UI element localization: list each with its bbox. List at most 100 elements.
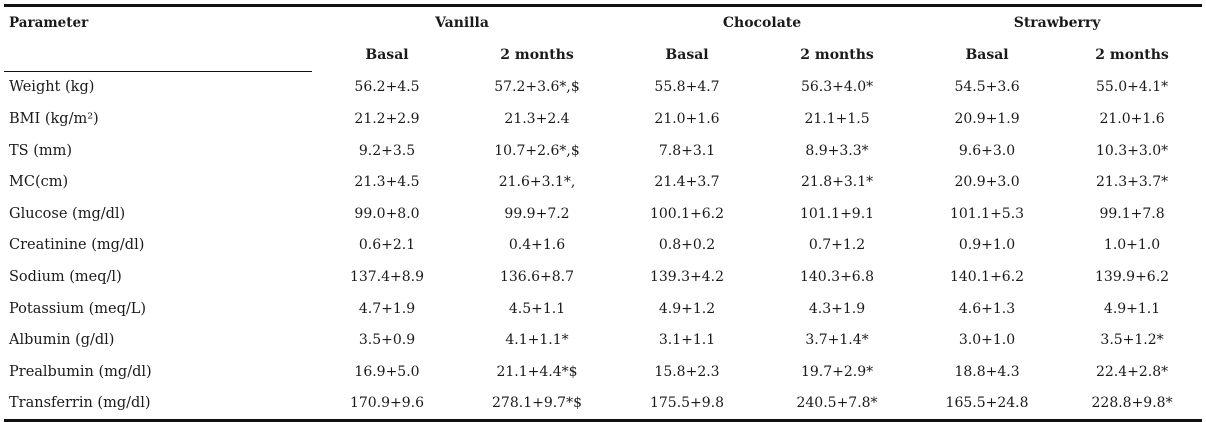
table-cell: 18.8+4.3 (954, 363, 1020, 380)
subheader-2-months: 2 months (800, 47, 874, 64)
subheader-basal: Basal (965, 47, 1009, 64)
table-cell: 54.5+3.6 (954, 79, 1020, 96)
table-cell: 15.8+2.3 (654, 363, 720, 380)
table-cell: 99.9+7.2 (504, 205, 570, 222)
parameter-name: TS (mm) (9, 142, 73, 159)
parameter-name: Glucose (mg/dl) (9, 205, 126, 222)
table-cell: 21.3+2.4 (504, 110, 570, 127)
table-cell: 21.1+1.5 (804, 110, 870, 127)
table-cell: 9.2+3.5 (358, 142, 416, 159)
table-cell: 9.6+3.0 (958, 142, 1016, 159)
table-cell: 20.9+3.0 (954, 174, 1020, 191)
table-cell: 137.4+8.9 (349, 268, 425, 285)
table-cell: 21.4+3.7 (654, 174, 720, 191)
table-cell: 55.8+4.7 (654, 79, 720, 96)
results-table: Parameter Vanilla Chocolate Strawberry B… (4, 4, 1203, 422)
table-cell: 101.1+5.3 (949, 205, 1025, 222)
table-cell: 21.3+3.7* (1095, 174, 1169, 191)
table-cell: 175.5+9.8 (612, 387, 763, 422)
table-cell: 99.0+8.0 (354, 205, 420, 222)
table-cell: 0.7+1.2 (808, 237, 866, 254)
subheader-2-months: 2 months (1095, 47, 1169, 64)
table-row: Weight (kg) 56.2+4.5 57.2+3.6*,$ 55.8+4.7 56… (4, 71, 1202, 103)
table-row: Creatinine (mg/dl) 0.6+2.1 0.4+1.6 0.8+0.2 0… (4, 230, 1202, 262)
table-row: Transferrin (mg/dl) 170.9+9.6 278.1+9.7*$ 1… (4, 387, 1203, 422)
table-cell: 170.9+9.6 (312, 387, 462, 422)
table-cell: 100.1+6.2 (649, 205, 725, 222)
table-cell: 140.3+6.8 (799, 268, 875, 285)
parameter-name: Albumin (g/dl) (9, 332, 115, 349)
table-cell: 278.1+9.7*$ (462, 387, 613, 422)
table-cell: 56.3+4.0* (800, 79, 874, 96)
parameter-name: MC(cm) (9, 174, 69, 191)
table-cell: 57.2+3.6*,$ (494, 79, 580, 96)
table-cell: 16.9+5.0 (354, 363, 420, 380)
parameter-header: Parameter (4, 4, 312, 39)
subheader-row: Basal 2 months Basal 2 months Basal 2 mo… (4, 39, 1202, 72)
table-cell: 101.1+9.1 (799, 205, 875, 222)
table-cell: 139.3+4.2 (649, 268, 725, 285)
group-header-vanilla: Vanilla (312, 4, 613, 39)
table-cell: 228.8+9.8* (1062, 387, 1203, 422)
table-cell: 21.6+3.1*, (498, 174, 576, 191)
table-cell: 21.3+4.5 (354, 174, 420, 191)
table-row: Sodium (meq/l) 137.4+8.9 136.6+8.7 139.3+4.… (4, 261, 1202, 293)
table-cell: 136.6+8.7 (499, 268, 575, 285)
table-cell: 3.7+1.4* (805, 332, 869, 349)
table-row: TS (mm) 9.2+3.5 10.7+2.6*,$ 7.8+3.1 8.9+3.3*… (4, 135, 1202, 167)
table-cell: 3.0+1.0 (958, 332, 1016, 349)
table-cell: 1.0+1.0 (1103, 237, 1161, 254)
table-cell: 21.1+4.4*$ (496, 363, 578, 380)
table-cell: 99.1+7.8 (1099, 205, 1165, 222)
table-row: Glucose (mg/dl) 99.0+8.0 99.9+7.2 100.1+6.2… (4, 198, 1202, 230)
table-cell: 139.9+6.2 (1095, 268, 1170, 285)
table-cell: 165.5+24.8 (912, 387, 1063, 422)
table-cell: 140.1+6.2 (949, 268, 1025, 285)
table-row: MC(cm) 21.3+4.5 21.6+3.1*, 21.4+3.7 21.8+3.1… (4, 166, 1202, 198)
table-cell: 19.7+2.9* (800, 363, 874, 380)
table-cell: 4.9+1.2 (658, 300, 716, 317)
table-cell: 4.1+1.1* (505, 332, 569, 349)
subheader-2-months: 2 months (500, 47, 574, 64)
parameter-name: Transferrin (mg/dl) (4, 387, 312, 422)
table-cell: 0.8+0.2 (658, 237, 716, 254)
table-cell: 10.7+2.6*,$ (494, 142, 580, 159)
table-cell: 4.5+1.1 (508, 300, 566, 317)
group-header-row: Parameter Vanilla Chocolate Strawberry (4, 4, 1203, 39)
table-row: BMI (kg/m²) 21.2+2.9 21.3+2.4 21.0+1.6 21.1+… (4, 103, 1202, 135)
group-header-strawberry: Strawberry (912, 4, 1203, 39)
table-cell: 4.3+1.9 (808, 300, 866, 317)
table-cell: 21.0+1.6 (1099, 110, 1165, 127)
parameter-name: Weight (kg) (9, 79, 95, 96)
parameter-name: Prealbumin (mg/dl) (9, 363, 152, 380)
subheader-basal: Basal (365, 47, 409, 64)
table-cell: 3.5+0.9 (358, 332, 416, 349)
table-cell: 0.4+1.6 (508, 237, 566, 254)
table-cell: 20.9+1.9 (954, 110, 1020, 127)
table-cell: 3.5+1.2* (1100, 332, 1164, 349)
parameter-name: BMI (kg/m²) (9, 110, 99, 127)
table-cell: 0.6+2.1 (358, 237, 416, 254)
table-cell: 4.7+1.9 (358, 300, 416, 317)
table-cell: 10.3+3.0* (1095, 142, 1169, 159)
table-cell: 56.2+4.5 (354, 79, 420, 96)
table-cell: 7.8+3.1 (658, 142, 716, 159)
table-cell: 240.5+7.8* (762, 387, 913, 422)
table-row: Prealbumin (mg/dl) 16.9+5.0 21.1+4.4*$ 15.8… (4, 356, 1202, 388)
table-cell: 4.9+1.1 (1103, 300, 1161, 317)
table-row: Potassium (meq/L) 4.7+1.9 4.5+1.1 4.9+1.2 4.… (4, 293, 1202, 325)
table-cell: 21.2+2.9 (354, 110, 420, 127)
table-cell: 4.6+1.3 (958, 300, 1016, 317)
table-cell: 3.1+1.1 (658, 332, 716, 349)
table-row: Albumin (g/dl) 3.5+0.9 4.1+1.1* 3.1+1.1 3.7+… (4, 324, 1202, 356)
table-cell: 8.9+3.3* (805, 142, 869, 159)
subheader-basal: Basal (665, 47, 709, 64)
table-cell: 55.0+4.1* (1095, 79, 1169, 96)
parameter-name: Creatinine (mg/dl) (9, 237, 145, 254)
table-cell: 21.8+3.1* (800, 174, 874, 191)
table-cell: 0.9+1.0 (958, 237, 1016, 254)
group-header-chocolate: Chocolate (612, 4, 913, 39)
table-cell: 21.0+1.6 (654, 110, 720, 127)
parameter-name: Sodium (meq/l) (9, 268, 122, 285)
parameter-name: Potassium (meq/L) (9, 300, 147, 317)
